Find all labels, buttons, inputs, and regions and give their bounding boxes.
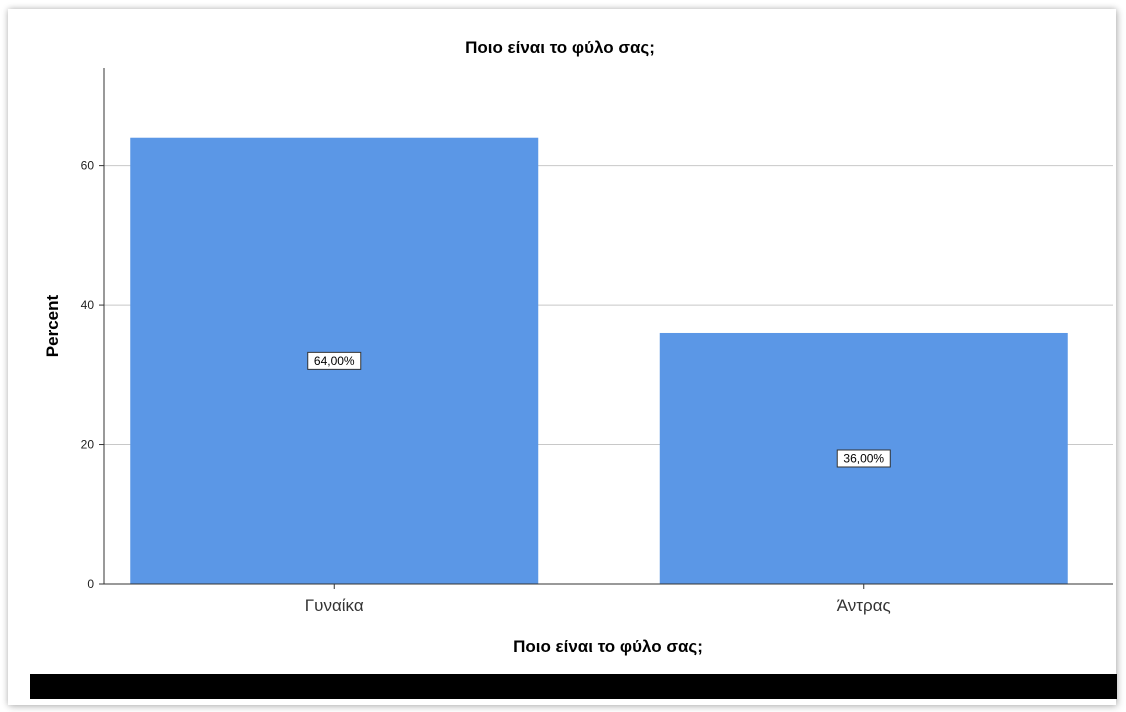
y-tick-label: 40	[81, 298, 95, 312]
y-ticks: 0 20 40 60	[81, 159, 104, 591]
data-label: 36,00%	[843, 451, 884, 465]
data-labels: 64,00% 36,00%	[307, 351, 891, 468]
data-label: 64,00%	[314, 354, 355, 368]
black-redaction-bar	[30, 674, 1117, 699]
y-tick-label: 20	[81, 438, 95, 452]
x-categories: Γυναίκα Άντρας	[305, 584, 891, 615]
axes	[103, 68, 1113, 585]
x-axis-title: Ποιο είναι το φύλο σας;	[513, 637, 703, 656]
chart-title: Ποιο είναι το φύλο σας;	[465, 38, 655, 57]
y-tick-label: 60	[81, 159, 95, 173]
data-label-box	[836, 449, 891, 468]
x-category-label: Γυναίκα	[305, 596, 364, 615]
y-tick-label: 0	[87, 577, 94, 591]
x-category-label: Άντρας	[837, 596, 891, 615]
bars	[130, 137, 1068, 584]
data-label-box	[307, 351, 362, 370]
y-axis-title: Percent	[43, 294, 62, 357]
